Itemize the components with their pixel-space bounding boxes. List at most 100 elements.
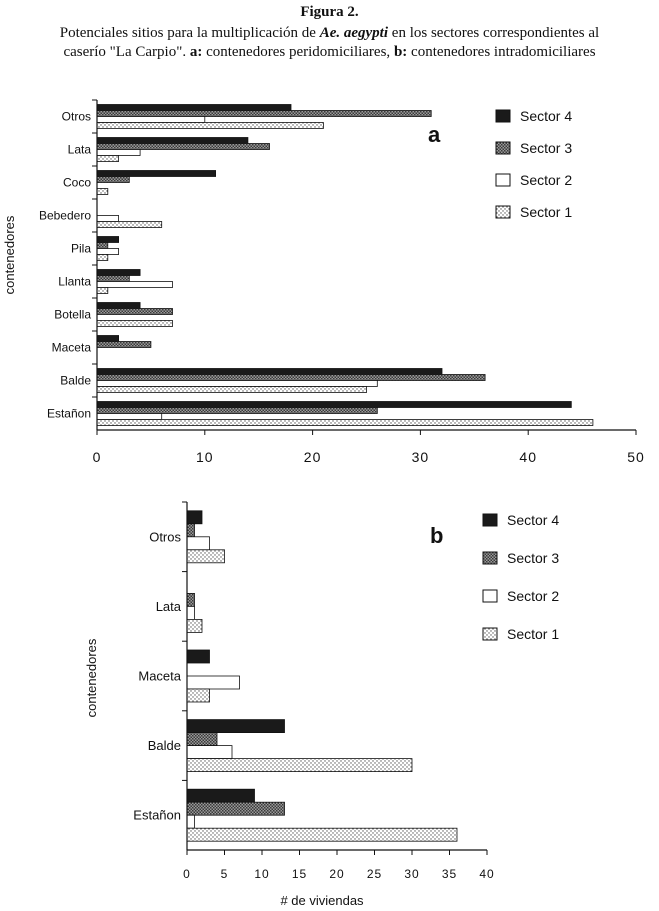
y-axis-label: contenedores [84, 638, 99, 717]
category-label: Lata [156, 599, 182, 614]
x-tick-label: 0 [183, 867, 191, 881]
legend-label: Sector 4 [520, 108, 572, 124]
x-tick-label: 10 [254, 867, 269, 881]
panel-letter: b [430, 523, 443, 548]
caption-line2-pre: caserío "La Carpio". [63, 44, 190, 60]
bar-b-3-4 [186, 827, 458, 842]
bar-a-0-2 [96, 170, 216, 177]
category-label: Maceta [138, 669, 181, 684]
bar-a-1-8 [96, 374, 486, 381]
bar-b-1-4 [186, 801, 285, 816]
bar-a-0-5 [96, 269, 141, 276]
caption-a-text: contenedores peridomiciliares, [202, 44, 394, 60]
bar-a-1-7 [96, 341, 152, 348]
bar-b-2-2 [186, 675, 240, 690]
category-label: Balde [148, 738, 181, 753]
bar-a-3-8 [96, 386, 367, 393]
bar-a-0-1 [96, 137, 249, 144]
caption-b-text: contenedores intradomiciliares [407, 44, 596, 60]
bar-a-1-6 [96, 308, 173, 315]
legend-swatch [495, 141, 511, 155]
caption-a-label: a: [189, 44, 203, 60]
x-axis-label: # de viviendas [280, 893, 364, 908]
bar-b-2-0 [186, 536, 210, 551]
category-label: Lata [68, 143, 92, 157]
bar-a-3-2 [96, 188, 109, 195]
legend-swatch [482, 589, 498, 603]
category-label: Bebedero [39, 209, 91, 223]
bar-a-3-1 [96, 155, 120, 162]
bar-a-0-8 [96, 368, 443, 375]
y-axis-label: contenedores [2, 215, 17, 294]
legend-label: Sector 3 [520, 140, 572, 156]
category-label: Balde [60, 374, 91, 388]
bar-b-0-3 [186, 719, 285, 733]
bar-a-1-4 [96, 242, 109, 249]
category-label: Llanta [58, 275, 91, 289]
caption-line-1: Potenciales sitios para la multiplicació… [0, 24, 659, 43]
x-tick-label: 40 [519, 449, 537, 465]
bar-b-0-2 [186, 649, 210, 664]
bar-b-3-3 [186, 758, 413, 772]
caption-species: Ae. aegypti [319, 25, 389, 41]
x-tick-label: 40 [479, 867, 494, 881]
bar-b-3-2 [186, 688, 210, 703]
bar-a-3-6 [96, 320, 173, 327]
bar-b-0-0 [186, 510, 203, 525]
x-tick-label: 50 [627, 449, 645, 465]
bar-a-2-0 [96, 116, 206, 123]
bar-a-0-7 [96, 335, 120, 342]
category-label: Pila [71, 242, 91, 256]
legend-label: Sector 2 [520, 172, 572, 188]
bar-b-2-1 [186, 606, 195, 620]
bar-b-2-3 [186, 745, 233, 759]
x-tick-label: 25 [367, 867, 382, 881]
category-label: Otros [149, 529, 181, 544]
bar-a-1-2 [96, 176, 130, 183]
bar-b-1-3 [186, 732, 218, 746]
figure-title: Figura 2. [300, 4, 359, 20]
category-label: Botella [54, 308, 91, 322]
caption-b-label: b: [393, 44, 408, 60]
legend-label: Sector 4 [507, 512, 559, 528]
legend: Sector 4 Sector 3 Sector 2 Sector 1 [482, 512, 559, 642]
x-tick-label: 0 [93, 449, 102, 465]
legend: Sector 4 Sector 3 Sector 2 Sector 1 [495, 108, 572, 220]
bar-a-2-1 [96, 149, 141, 156]
bar-a-1-0 [96, 110, 432, 117]
x-tick-label: 20 [304, 449, 322, 465]
bar-b-3-1 [186, 619, 203, 633]
legend-swatch [482, 551, 498, 565]
bar-b-1-0 [186, 523, 195, 538]
bar-b-2-4 [186, 814, 195, 829]
bar-a-1-9 [96, 407, 378, 414]
bar-b-0-4 [186, 788, 255, 803]
legend-swatch [495, 173, 511, 187]
bar-a-2-9 [96, 413, 163, 420]
bar-a-2-5 [96, 281, 173, 288]
bar-a-3-3 [96, 221, 163, 228]
bar-a-2-8 [96, 380, 378, 387]
category-label: Maceta [52, 341, 92, 355]
x-tick-label: 35 [442, 867, 457, 881]
bar-a-1-5 [96, 275, 130, 282]
bar-a-2-3 [96, 215, 120, 222]
bar-a-3-5 [96, 287, 109, 294]
bar-a-0-0 [96, 104, 292, 111]
category-label: Coco [63, 176, 91, 190]
x-tick-label: 10 [196, 449, 214, 465]
bar-a-1-1 [96, 143, 270, 150]
caption-line-2: caserío "La Carpio". a: contenedores per… [0, 43, 659, 62]
x-tick-label: 30 [412, 449, 430, 465]
caption-line1-pre: Potenciales sitios para la multiplicació… [59, 25, 320, 41]
category-label: Estañon [133, 808, 181, 823]
bar-b-3-0 [186, 549, 225, 564]
figure-caption: Potenciales sitios para la multiplicació… [0, 24, 659, 62]
caption-line1-post: en los sectores correspondientes al [388, 25, 600, 41]
legend-swatch [482, 627, 498, 641]
legend-swatch [495, 109, 511, 123]
bar-a-0-4 [96, 236, 120, 243]
x-tick-label: 20 [329, 867, 344, 881]
bar-a-3-9 [96, 419, 594, 426]
